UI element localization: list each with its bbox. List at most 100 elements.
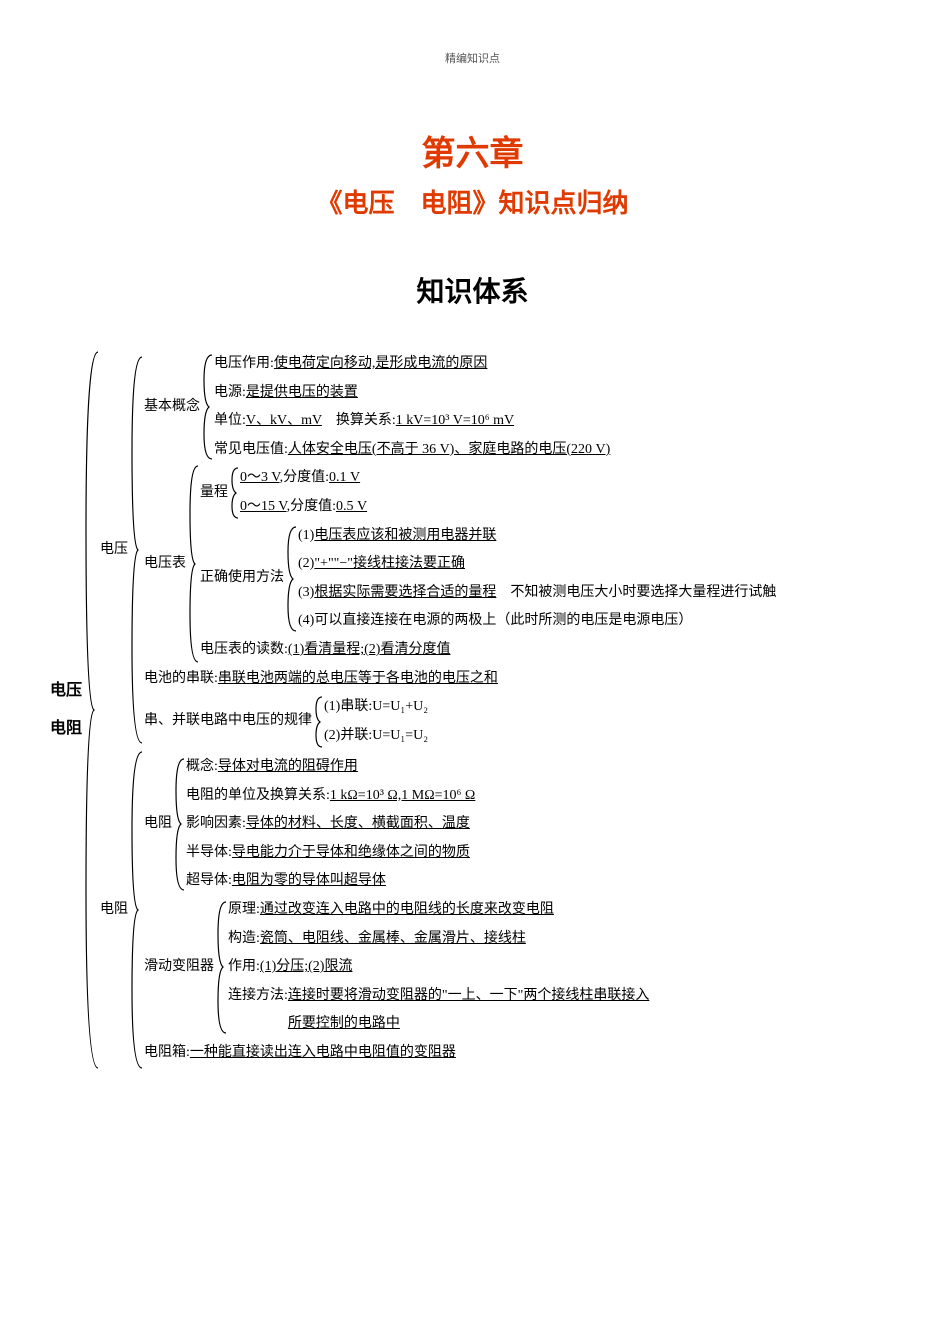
tree-leaf: 0～15 V,分度值:0.5 V	[240, 493, 367, 522]
knowledge-tree: 电压 电阻 电压 基本概念	[40, 350, 905, 1070]
leaf-key: 影响因素:	[186, 816, 246, 831]
tree-leaf: 0～3 V,分度值:0.1 V	[240, 464, 367, 493]
tree-leaf: (2)"+""−"接线柱接法要正确	[298, 550, 776, 579]
tree-leaf: 原理:通过改变连入电路中的电阻线的长度来改变电阻	[228, 896, 649, 925]
resistance-sub-label: 电阻	[144, 811, 174, 838]
page-header-small: 精编知识点	[40, 50, 905, 66]
leaf-value: 1 kΩ=10³ Ω,1 MΩ=10⁶ Ω	[330, 788, 475, 803]
tree-leaf: (4)可以直接连接在电源的两极上（此时所测的电压是电源电压）	[298, 607, 776, 636]
resistance-branch-label: 电阻	[100, 897, 130, 924]
tree-leaf: (2)并联:U=U₁=U₂	[324, 722, 428, 751]
brace-icon	[230, 466, 240, 520]
brace-icon	[202, 353, 214, 461]
voltage-label: 电压	[100, 537, 130, 564]
root-label: 电压 电阻	[50, 672, 84, 749]
leaf-key: 单位:	[214, 413, 246, 428]
leaf-value: "+""−"接线柱接法要正确	[314, 556, 465, 571]
leaf-value: V、kV、mV	[246, 413, 322, 428]
brace-icon	[174, 757, 186, 892]
leaf-text: ,分度值:	[287, 499, 336, 514]
leaf-value: 所要控制的电路中	[288, 1016, 400, 1031]
basic-concept-label: 基本概念	[144, 394, 202, 421]
tree-leaf: (1)串联:U=U₁+U₂	[324, 693, 428, 722]
tree-leaf: 概念:导体对电流的阻碍作用	[186, 753, 475, 782]
leaf-key: 常见电压值:	[214, 442, 288, 457]
leaf-value: 根据实际需要选择合适的量程	[314, 585, 496, 600]
leaf-value: 导体的材料、长度、横截面积、温度	[246, 816, 470, 831]
chapter-name: 《电压 电阻》知识点归纳	[40, 183, 905, 220]
leaf-key: 电阻箱:	[144, 1045, 190, 1060]
leaf-key: (1)	[298, 528, 314, 543]
brace-icon	[314, 695, 324, 749]
leaf-tail: 不知被测电压大小时要选择大量程进行试触	[496, 585, 776, 600]
tree-leaf: 电阻箱:一种能直接读出连入电路中电阻值的变阻器	[144, 1039, 649, 1068]
leaf-value: (1)分压;(2)限流	[260, 959, 353, 974]
root-voltage: 电压	[50, 676, 82, 706]
tree-leaf: 电源:是提供电压的装置	[214, 379, 610, 408]
root-resistance: 电阻	[50, 714, 82, 744]
range-label: 量程	[200, 480, 230, 507]
brace-icon	[84, 350, 100, 1070]
document-page: 精编知识点 第六章 《电压 电阻》知识点归纳 知识体系 电压 电阻 电压	[0, 0, 945, 1110]
tree-leaf: 构造:瓷筒、电阻线、金属棒、金属滑片、接线柱	[228, 925, 649, 954]
leaf-key: 半导体:	[186, 845, 232, 860]
leaf-value: 串联电池两端的总电压等于各电池的电压之和	[218, 671, 498, 686]
brace-icon	[286, 525, 298, 633]
leaf-value: 导电能力介于导体和绝缘体之间的物质	[232, 845, 470, 860]
tree-leaf: 单位:V、kV、mV 换算关系:1 kV=10³ V=10⁶ mV	[214, 407, 610, 436]
leaf-value: 电阻为零的导体叫超导体	[232, 873, 386, 888]
leaf-value: 人体安全电压(不高于 36 V)、家庭电路的电压(220 V)	[288, 442, 610, 457]
leaf-value: 使电荷定向移动,是形成电流的原因	[274, 356, 488, 371]
tree-leaf: 连接方法:连接时要将滑动变阻器的"一上、一下"两个接线柱串联接入	[228, 982, 649, 1011]
tree-leaf: 连接方法:所要控制的电路中	[228, 1010, 649, 1039]
leaf-value: 一种能直接读出连入电路中电阻值的变阻器	[190, 1045, 456, 1060]
tree-leaf: 作用:(1)分压;(2)限流	[228, 953, 649, 982]
rheostat-label: 滑动变阻器	[144, 954, 216, 981]
tree-leaf: 电压表的读数:(1)看清量程;(2)看清分度值	[200, 636, 776, 665]
leaf-key: 连接方法:	[228, 988, 288, 1003]
leaf-key: 超导体:	[186, 873, 232, 888]
leaf-value: 1 kV=10³ V=10⁶ mV	[396, 413, 514, 428]
leaf-key: 电压作用:	[214, 356, 274, 371]
leaf-value: 0～15 V	[240, 499, 287, 514]
brace-icon	[216, 900, 228, 1035]
tree-leaf: 电压作用:使电荷定向移动,是形成电流的原因	[214, 350, 610, 379]
voltmeter-label: 电压表	[144, 551, 188, 578]
leaf-value: 是提供电压的装置	[246, 385, 358, 400]
leaf-key: 作用:	[228, 959, 260, 974]
tree-leaf: 电池的串联:串联电池两端的总电压等于各电池的电压之和	[144, 665, 776, 694]
tree-leaf: 超导体:电阻为零的导体叫超导体	[186, 867, 475, 896]
leaf-value: 电压表应该和被测用电器并联	[314, 528, 496, 543]
tree-leaf: 影响因素:导体的材料、长度、横截面积、温度	[186, 810, 475, 839]
leaf-key: 电压表的读数:	[200, 642, 288, 657]
leaf-key: (3)	[298, 585, 314, 600]
leaf-key: 电源:	[214, 385, 246, 400]
tree-leaf: (3)根据实际需要选择合适的量程 不知被测电压大小时要选择大量程进行试触	[298, 579, 776, 608]
leaf-text: ,分度值:	[280, 470, 329, 485]
leaf-key: 换算关系:	[322, 413, 396, 428]
leaf-value: (1)看清量程;(2)看清分度值	[288, 642, 451, 657]
leaf-key: 概念:	[186, 759, 218, 774]
tree-leaf: 常见电压值:人体安全电压(不高于 36 V)、家庭电路的电压(220 V)	[214, 436, 610, 465]
leaf-value: 导体对电流的阻碍作用	[218, 759, 358, 774]
section-title: 知识体系	[40, 270, 905, 310]
brace-icon	[130, 750, 144, 1070]
leaf-key: (2)	[298, 556, 314, 571]
usage-label: 正确使用方法	[200, 565, 286, 592]
rules-label: 串、并联电路中电压的规律	[144, 708, 314, 735]
leaf-value: 0～3 V	[240, 470, 280, 485]
leaf-value: 连接时要将滑动变阻器的"一上、一下"两个接线柱串联接入	[288, 988, 649, 1003]
chapter-number: 第六章	[40, 126, 905, 175]
leaf-value: 0.1 V	[329, 470, 360, 485]
leaf-value: 瓷筒、电阻线、金属棒、金属滑片、接线柱	[260, 931, 526, 946]
leaf-value: 0.5 V	[336, 499, 367, 514]
tree-leaf: 电阻的单位及换算关系:1 kΩ=10³ Ω,1 MΩ=10⁶ Ω	[186, 782, 475, 811]
leaf-value: 通过改变连入电路中的电阻线的长度来改变电阻	[260, 902, 554, 917]
tree-leaf: 半导体:导电能力介于导体和绝缘体之间的物质	[186, 839, 475, 868]
leaf-key: 构造:	[228, 931, 260, 946]
brace-icon	[130, 355, 144, 745]
leaf-key: 电池的串联:	[144, 671, 218, 686]
brace-icon	[188, 464, 200, 664]
leaf-key: 原理:	[228, 902, 260, 917]
leaf-key: 电阻的单位及换算关系:	[186, 788, 330, 803]
